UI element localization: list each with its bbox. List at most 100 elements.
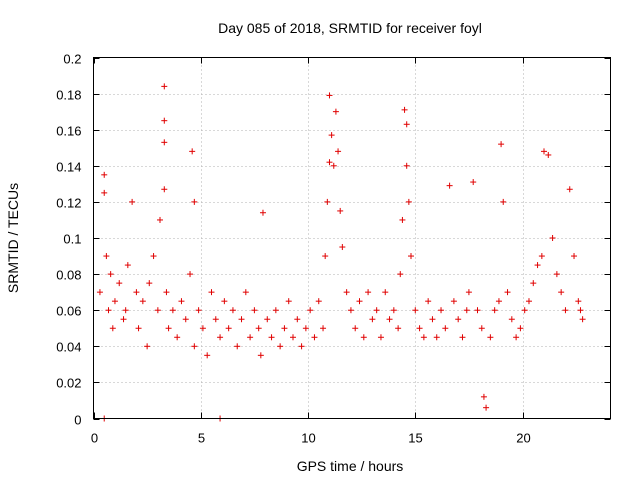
data-point (433, 334, 440, 341)
data-point (412, 307, 419, 314)
data-point (302, 325, 309, 332)
data-point (326, 92, 333, 99)
data-point (553, 271, 560, 278)
data-point (324, 198, 331, 205)
data-point (144, 343, 151, 350)
y-tick-label: 0.14 (56, 160, 81, 175)
data-point (133, 289, 140, 296)
data-point (577, 307, 584, 314)
data-point (360, 334, 367, 341)
data-point (540, 148, 547, 155)
data-point (221, 298, 228, 305)
y-tick-label: 0 (74, 413, 81, 428)
chart-title: Day 085 of 2018, SRMTID for receiver foy… (218, 20, 482, 36)
y-tick-label: 0.18 (56, 88, 81, 103)
data-point (534, 262, 541, 269)
data-point (504, 289, 511, 296)
data-point (285, 298, 292, 305)
data-point (182, 316, 189, 323)
data-point (191, 343, 198, 350)
data-point (103, 253, 110, 260)
data-point (251, 307, 258, 314)
data-point (369, 316, 376, 323)
data-point (315, 298, 322, 305)
data-point (495, 298, 502, 305)
x-tick-label: 5 (198, 431, 205, 446)
data-point (191, 198, 198, 205)
data-point (508, 316, 515, 323)
data-point (438, 307, 445, 314)
data-point (307, 307, 314, 314)
data-point (281, 325, 288, 332)
data-point (101, 171, 108, 178)
data-point (420, 334, 427, 341)
y-tick-label: 0.08 (56, 268, 81, 283)
data-point (187, 271, 194, 278)
data-point (403, 162, 410, 169)
data-point (575, 298, 582, 305)
data-point (500, 198, 507, 205)
data-point (199, 325, 206, 332)
data-point (139, 298, 146, 305)
y-tick-label: 0.04 (56, 340, 81, 355)
data-point (322, 253, 329, 260)
x-tick-label: 0 (91, 431, 98, 446)
data-point (405, 198, 412, 205)
data-point (111, 298, 118, 305)
x-tick-label: 20 (516, 431, 530, 446)
data-point (135, 325, 142, 332)
data-point (178, 298, 185, 305)
data-point (377, 334, 384, 341)
data-point (290, 334, 297, 341)
data-point (255, 325, 262, 332)
data-point (146, 280, 153, 287)
data-point (212, 316, 219, 323)
data-point (562, 307, 569, 314)
data-point (96, 289, 103, 296)
data-point (579, 316, 586, 323)
data-point (403, 121, 410, 128)
data-point (416, 325, 423, 332)
data-point (390, 307, 397, 314)
data-point (365, 289, 372, 296)
data-point (225, 325, 232, 332)
y-tick-label: 0.16 (56, 124, 81, 139)
data-point (157, 216, 164, 223)
data-point (545, 151, 552, 158)
data-point (459, 334, 466, 341)
data-point (474, 307, 481, 314)
data-point (328, 132, 335, 139)
data-point (330, 162, 337, 169)
data-point (204, 352, 211, 359)
data-point (521, 307, 528, 314)
data-point (356, 298, 363, 305)
data-point (455, 316, 462, 323)
data-point (498, 141, 505, 148)
axis-ticks: 0 0.02 0.04 0.06 0.08 0.1 0.12 0.14 0.16 0.18 0.2 0… (56, 52, 611, 446)
data-point (373, 307, 380, 314)
data-point (483, 404, 490, 411)
data-point (174, 334, 181, 341)
data-point (238, 316, 245, 323)
data-point (105, 307, 112, 314)
data-point (109, 325, 116, 332)
data-point (189, 148, 196, 155)
data-point (129, 198, 136, 205)
x-tick-label: 10 (301, 431, 315, 446)
data-point (163, 289, 170, 296)
data-point (343, 289, 350, 296)
data-point (332, 108, 339, 115)
data-point (150, 253, 157, 260)
data-point (446, 182, 453, 189)
data-point (311, 334, 318, 341)
data-point (161, 139, 168, 146)
data-point (352, 325, 359, 332)
data-point (335, 148, 342, 155)
data-point (277, 343, 284, 350)
data-point (169, 307, 176, 314)
data-point (272, 307, 279, 314)
data-point (538, 253, 545, 260)
data-point (320, 325, 327, 332)
